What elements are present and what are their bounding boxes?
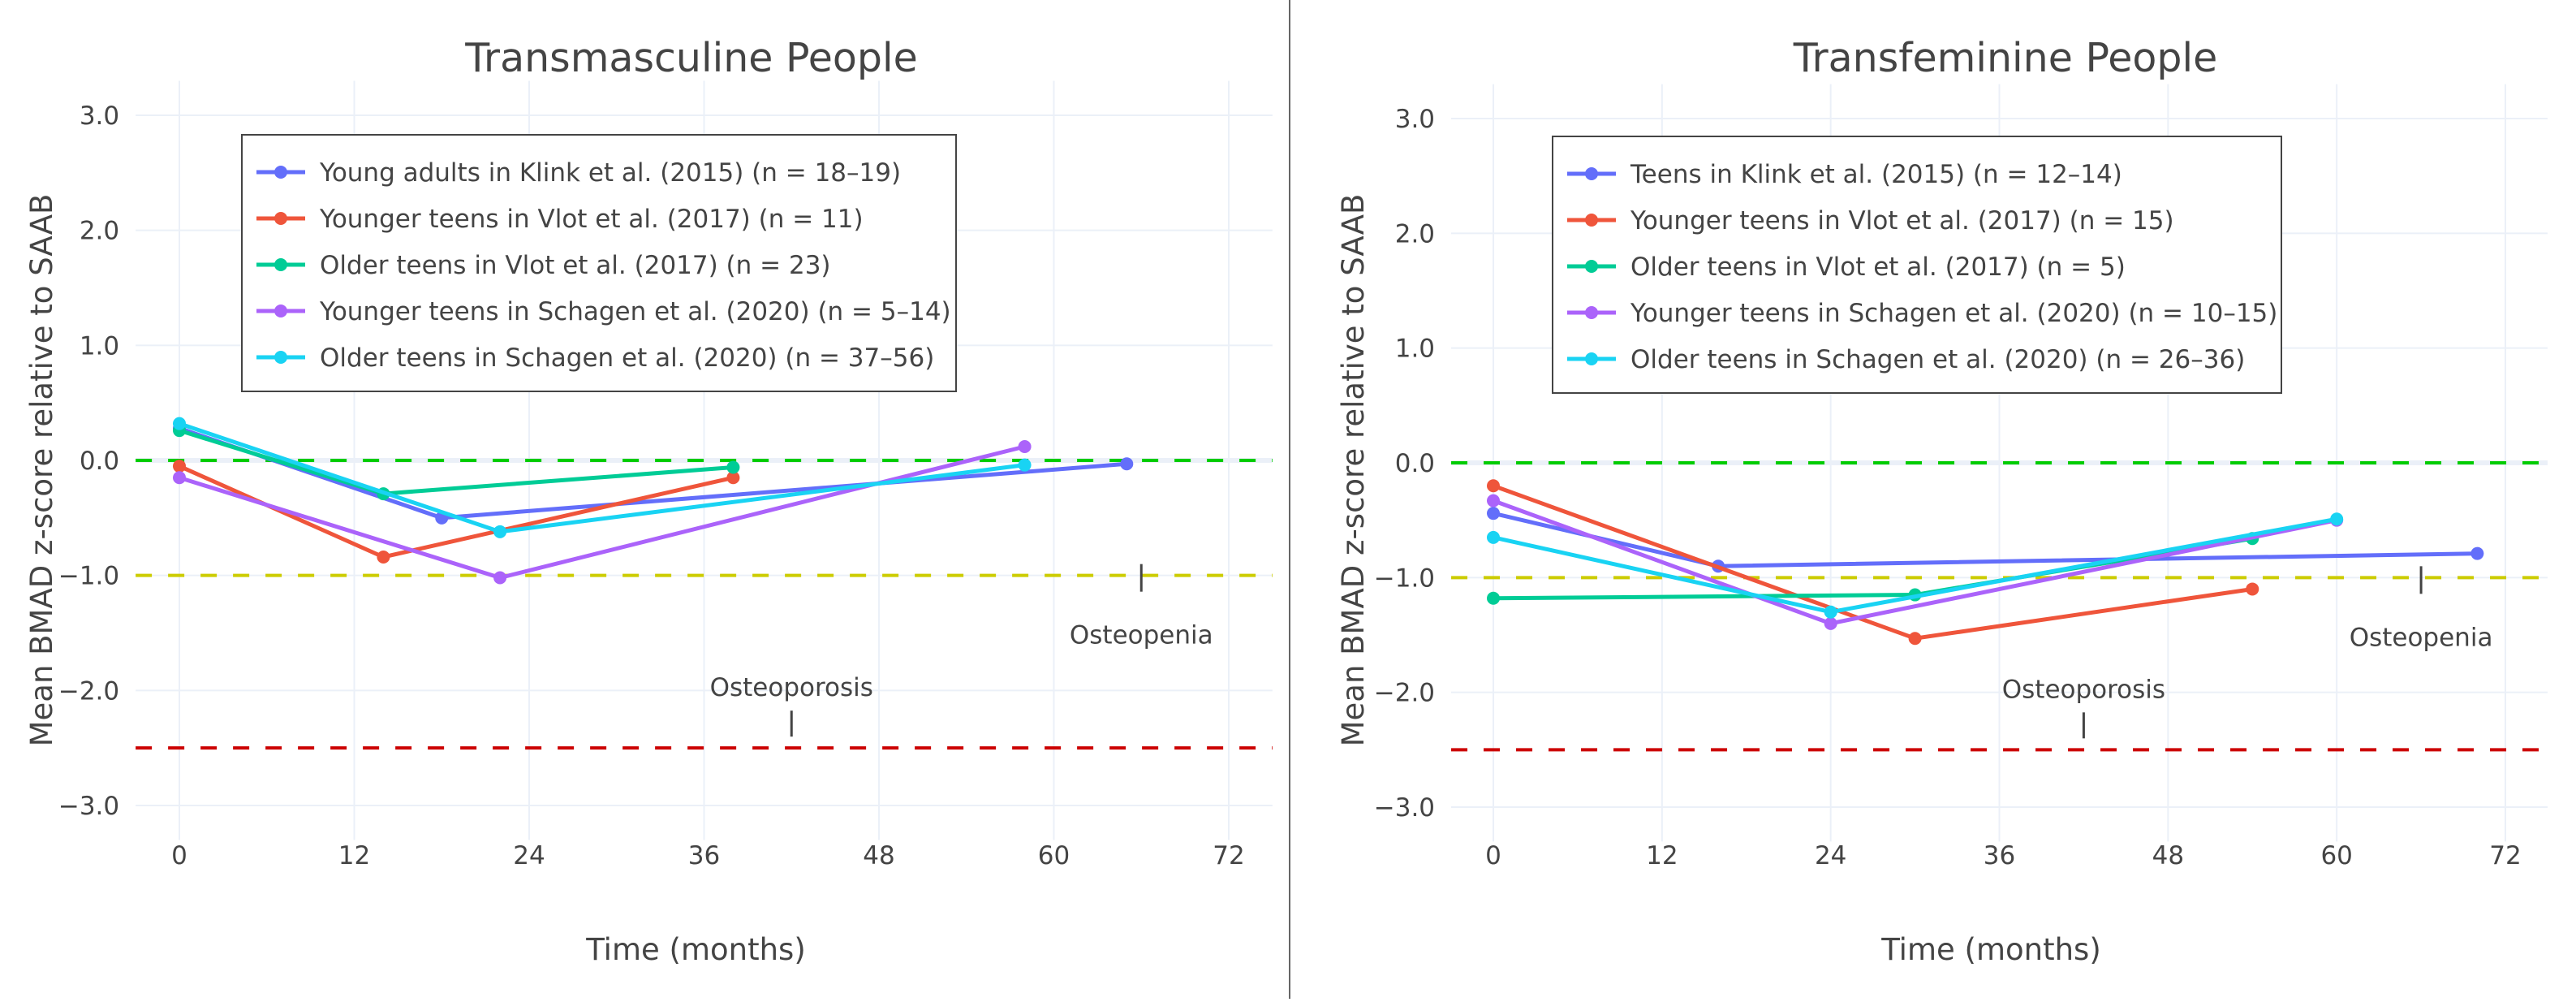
y-tick-label: −1.0 — [58, 562, 119, 591]
legend-label: Younger teens in Schagen et al. (2020) (… — [1630, 299, 2277, 328]
data-point — [1018, 458, 1032, 472]
x-tick-label: 60 — [2320, 841, 2352, 870]
annotation-osteoporosis: Osteoporosis — [710, 673, 873, 702]
x-tick-label: 72 — [1213, 841, 1244, 870]
y-tick-label: 0.0 — [1395, 449, 1435, 478]
data-point — [1487, 530, 1500, 544]
chart-transfeminine: 0 12 24 36 48 60 72 3.0 2.0 1.0 0.0 −1.0 −2.0 −3.0 Ost… — [1336, 35, 2548, 967]
data-point — [1487, 479, 1500, 493]
legend-label: Older teens in Vlot et al. (2017) (n = 5… — [1630, 253, 2126, 282]
legend-box — [241, 134, 957, 392]
data-point — [1018, 440, 1032, 453]
chart-transmasculine: 0 12 24 36 48 60 72 3.0 2.0 1.0 0.0 −1.0 −2.0 −3.0 Ost… — [24, 35, 1273, 967]
data-point — [173, 417, 186, 430]
data-point — [726, 471, 740, 485]
legend-label: Older teens in Vlot et al. (2017) (n = 2… — [320, 251, 831, 280]
y-tick-label: −2.0 — [58, 676, 119, 706]
data-point — [1120, 457, 1134, 471]
data-point — [2246, 582, 2259, 596]
y-axis-title: Mean BMAD z-score relative to SAAB — [1336, 194, 1371, 747]
y-tick-label: 3.0 — [1395, 105, 1435, 134]
chart-title: Transmasculine People — [464, 35, 918, 81]
data-point — [2470, 546, 2484, 560]
y-tick-label: 1.0 — [1395, 335, 1435, 364]
annotation-osteopenia: Osteopenia — [1070, 621, 1213, 650]
y-tick-label: 3.0 — [80, 101, 119, 131]
x-tick-label: 24 — [1815, 841, 1846, 870]
legend-label: Younger teens in Schagen et al. (2020) (… — [319, 297, 951, 326]
legend-label: Younger teens in Vlot et al. (2017) (n =… — [319, 205, 864, 234]
y-tick-label: 2.0 — [80, 217, 119, 246]
legend-label: Older teens in Schagen et al. (2020) (n … — [1630, 345, 2245, 374]
x-tick-label: 36 — [1984, 841, 2015, 870]
legend-box — [1552, 136, 2282, 394]
legend-swatch-marker — [1585, 214, 1598, 227]
data-point — [377, 551, 390, 564]
legend-swatch-marker — [1585, 167, 1598, 180]
data-point — [1824, 616, 1837, 630]
legend-label: Teens in Klink et al. (2015) (n = 12–14) — [1630, 160, 2122, 189]
y-tick-label: −3.0 — [58, 792, 119, 821]
legend-swatch-marker — [274, 258, 287, 271]
y-tick-label: −3.0 — [1374, 793, 1435, 823]
data-point — [493, 571, 507, 585]
data-point — [173, 460, 186, 473]
x-tick-label: 0 — [171, 841, 187, 870]
x-tick-label: 0 — [1485, 841, 1501, 870]
legend-swatch-marker — [1585, 260, 1598, 273]
x-tick-label: 72 — [2489, 841, 2521, 870]
x-tick-label: 12 — [1646, 841, 1678, 870]
x-tick-label: 48 — [2152, 841, 2184, 870]
data-point — [493, 525, 507, 538]
annotation-osteoporosis: Osteoporosis — [2002, 675, 2165, 704]
data-point — [1487, 507, 1500, 520]
x-axis-title: Time (months) — [1880, 932, 2101, 967]
x-tick-label: 24 — [513, 841, 545, 870]
series-line — [1493, 536, 2253, 601]
legend-swatch-marker — [1585, 306, 1598, 319]
legend-swatch-marker — [274, 351, 287, 364]
y-tick-label: −2.0 — [1374, 679, 1435, 708]
data-point — [1487, 494, 1500, 507]
x-tick-label: 36 — [688, 841, 720, 870]
legend-swatch-marker — [274, 166, 287, 179]
annotation-osteopenia: Osteopenia — [2350, 623, 2493, 652]
data-point — [2330, 512, 2344, 526]
y-axis-title: Mean BMAD z-score relative to SAAB — [24, 194, 59, 747]
legend-swatch-marker — [1585, 352, 1598, 365]
legend-swatch-marker — [274, 212, 287, 225]
y-tick-label: 2.0 — [1395, 219, 1435, 248]
data-point — [1908, 632, 1922, 646]
data-point — [1824, 605, 1837, 619]
x-tick-label: 48 — [863, 841, 894, 870]
legend-label: Older teens in Schagen et al. (2020) (n … — [320, 343, 934, 373]
data-point — [726, 460, 740, 474]
data-point — [173, 471, 186, 485]
x-tick-label: 12 — [338, 841, 370, 870]
x-axis-title: Time (months) — [585, 932, 806, 967]
y-tick-label: 1.0 — [80, 331, 119, 361]
legend-label: Young adults in Klink et al. (2015) (n =… — [319, 158, 901, 188]
data-point — [1487, 591, 1500, 605]
legend-label: Younger teens in Vlot et al. (2017) (n =… — [1630, 206, 2174, 235]
chart-title: Transfeminine People — [1793, 35, 2217, 81]
x-tick-label: 60 — [1038, 841, 1070, 870]
legend-swatch-marker — [274, 304, 287, 317]
y-tick-label: −1.0 — [1374, 564, 1435, 593]
y-tick-label: 0.0 — [80, 447, 119, 476]
